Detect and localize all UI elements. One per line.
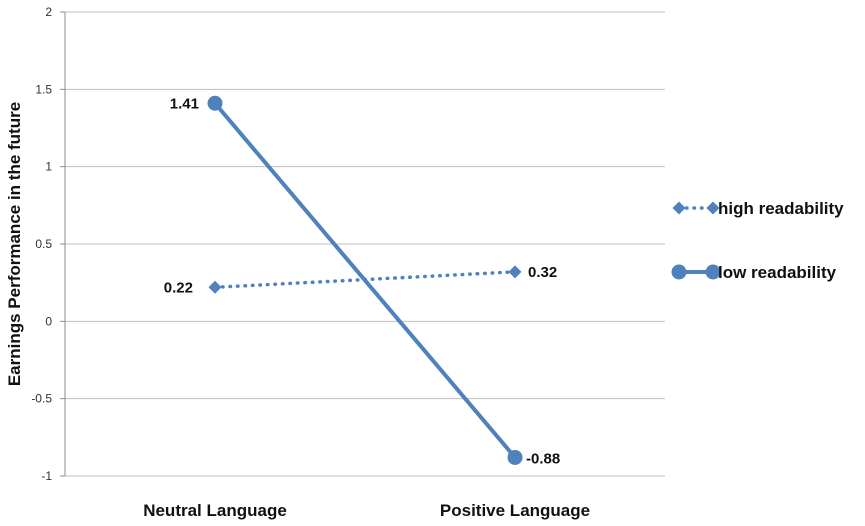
data-label: 0.22: [164, 279, 193, 296]
legend-label: high readability: [718, 199, 844, 218]
y-tick-label: 1.5: [35, 82, 52, 96]
x-category-label: Neutral Language: [143, 501, 287, 520]
x-category-label: Positive Language: [440, 501, 590, 520]
legend-label: low readability: [718, 263, 837, 282]
data-label: 1.41: [170, 95, 199, 112]
data-point-diamond: [508, 265, 522, 279]
series-line-low-readability: [213, 101, 517, 460]
legend-marker-circle: [705, 264, 721, 280]
y-tick-label: 0.5: [35, 237, 52, 251]
y-tick-label: -1: [41, 469, 52, 483]
legend-marker-diamond: [706, 201, 720, 215]
y-tick-label: 0: [45, 314, 52, 328]
y-tick-label: 2: [45, 5, 52, 19]
legend-marker-diamond: [672, 201, 686, 215]
y-tick-label: 1: [45, 160, 52, 174]
y-axis-ticks: 2 1.5 1 0.5 0 -0.5 -1: [31, 5, 65, 483]
legend: high readability low readability: [671, 199, 844, 282]
x-axis-categories: Neutral Language Positive Language: [143, 501, 590, 520]
data-label: -0.88: [526, 450, 560, 467]
gridlines: [65, 11, 665, 477]
y-axis-label: Earnings Performance in the future: [5, 102, 24, 386]
data-point-circle: [207, 95, 223, 111]
series-layer: 0.22 0.32 1.41 -0.88: [164, 95, 560, 467]
legend-marker-circle: [671, 264, 687, 280]
data-point-diamond: [208, 280, 222, 294]
data-point-circle: [507, 449, 523, 465]
data-label: 0.32: [528, 264, 557, 281]
y-tick-label: -0.5: [31, 392, 52, 406]
